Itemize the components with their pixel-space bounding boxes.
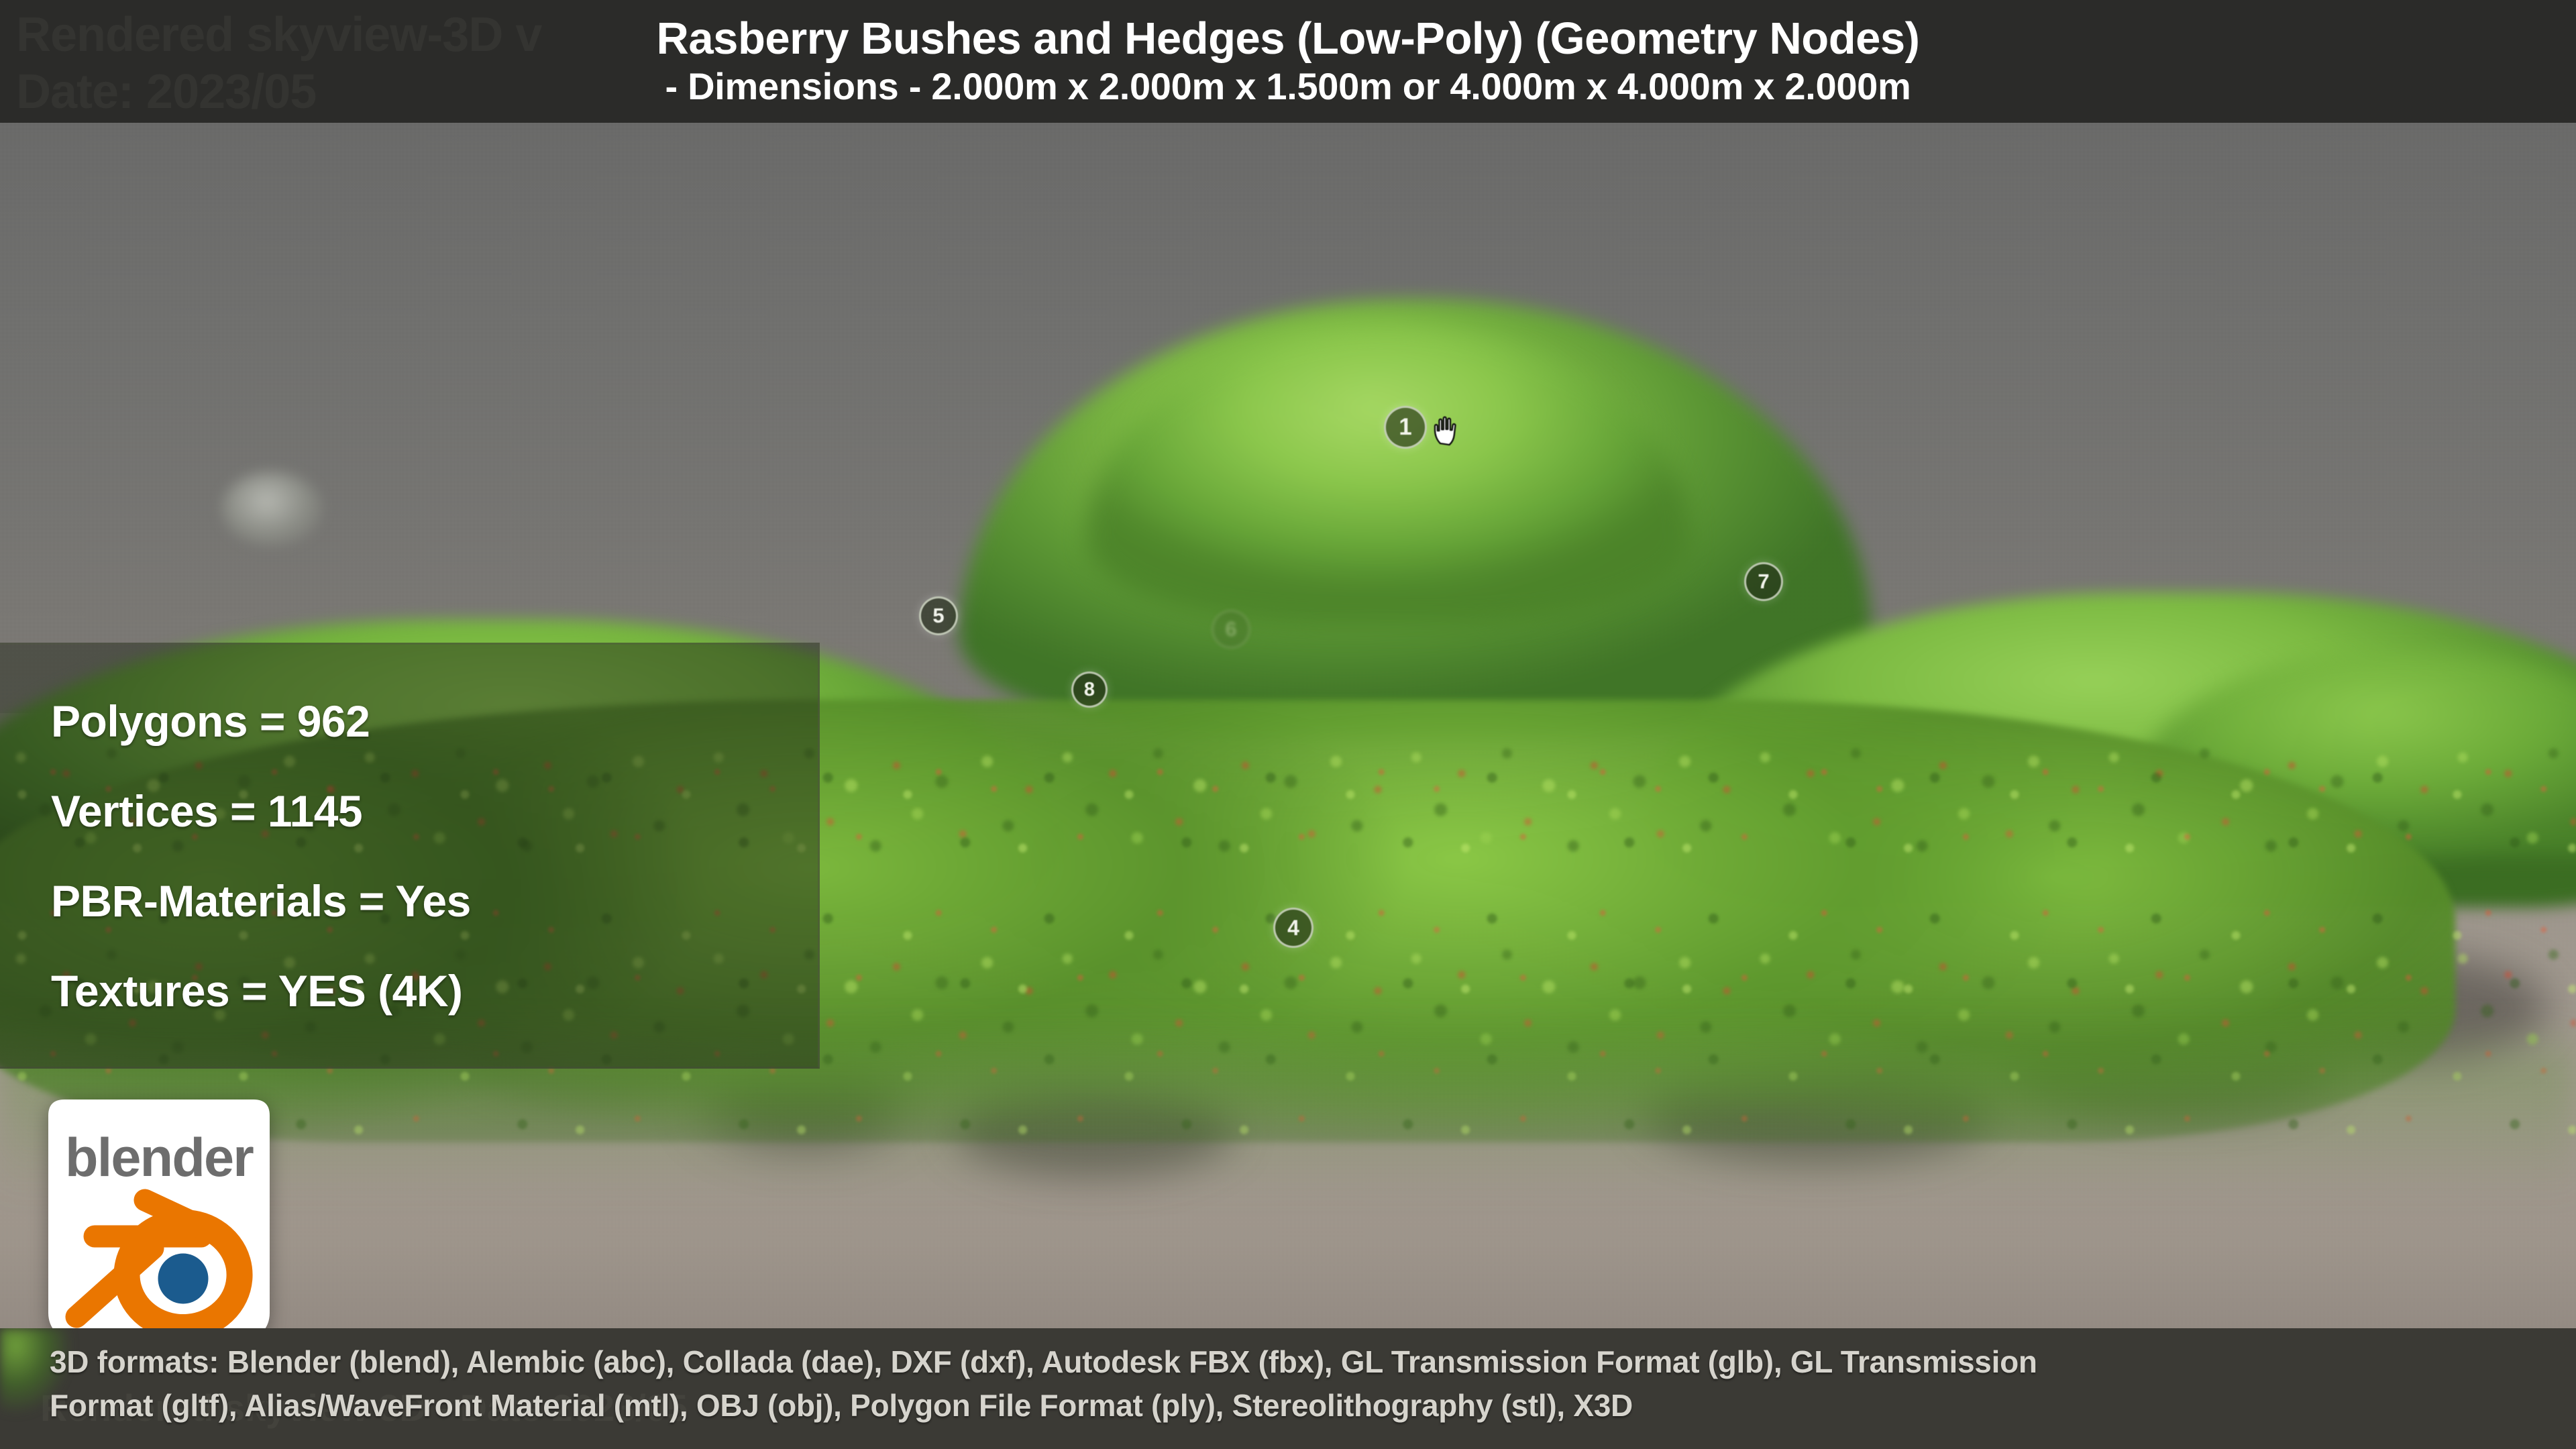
viewport-marker-8[interactable]: 8 (1071, 672, 1108, 708)
foreground-depth-blur (0, 1022, 2576, 1196)
light-highlight (221, 472, 322, 545)
stat-textures: Textures = YES (4K) (51, 965, 463, 1016)
viewport-marker-1[interactable]: 1 (1384, 406, 1427, 449)
formats-line-1: 3D formats: Blender (blend), Alembic (ab… (50, 1344, 2037, 1379)
berry-texture-overlay (0, 747, 2576, 1149)
stat-polygons: Polygons = 962 (51, 696, 370, 746)
3d-viewport[interactable]: 1 7 5 8 6 4 Polygons = 962 Vertices = 1145 PB… (0, 123, 2576, 1328)
header-band: Rendered skyview-3D v Date: 2023/05 Rasb… (0, 0, 2576, 123)
viewport-marker-6[interactable]: 6 (1212, 610, 1250, 649)
footer-leaf-sliver (0, 1328, 80, 1415)
hand-cursor (1431, 411, 1466, 450)
blender-logo-mark (65, 1189, 253, 1328)
viewport-marker-4[interactable]: 4 (1273, 908, 1313, 948)
viewport-marker-5[interactable]: 5 (919, 596, 958, 635)
stat-pbr-materials: PBR-Materials = Yes (51, 875, 471, 926)
formats-text: 3D formats: Blender (blend), Alembic (ab… (50, 1340, 2545, 1428)
blender-logo-badge: blender (28, 1095, 290, 1328)
page-title: Rasberry Bushes and Hedges (Low-Poly) (G… (656, 13, 1920, 64)
raspberry-bush-band (0, 700, 2455, 1142)
stat-vertices: Vertices = 1145 (51, 786, 363, 836)
footer-band: Rendered skyview 3D - Date 2023/05 3D fo… (0, 1328, 2576, 1449)
blender-wordmark: blender (65, 1128, 254, 1188)
viewport-marker-7[interactable]: 7 (1744, 562, 1783, 601)
formats-line-2: Format (gltf), Alias/WaveFront Material … (50, 1388, 1633, 1424)
stats-panel: Polygons = 962 Vertices = 1145 PBR-Mater… (0, 643, 820, 1069)
header-text-wrap: Rasberry Bushes and Hedges (Low-Poly) (G… (0, 0, 2576, 123)
dimensions-line: - Dimensions - 2.000m x 2.000m x 1.500m … (665, 65, 1911, 108)
